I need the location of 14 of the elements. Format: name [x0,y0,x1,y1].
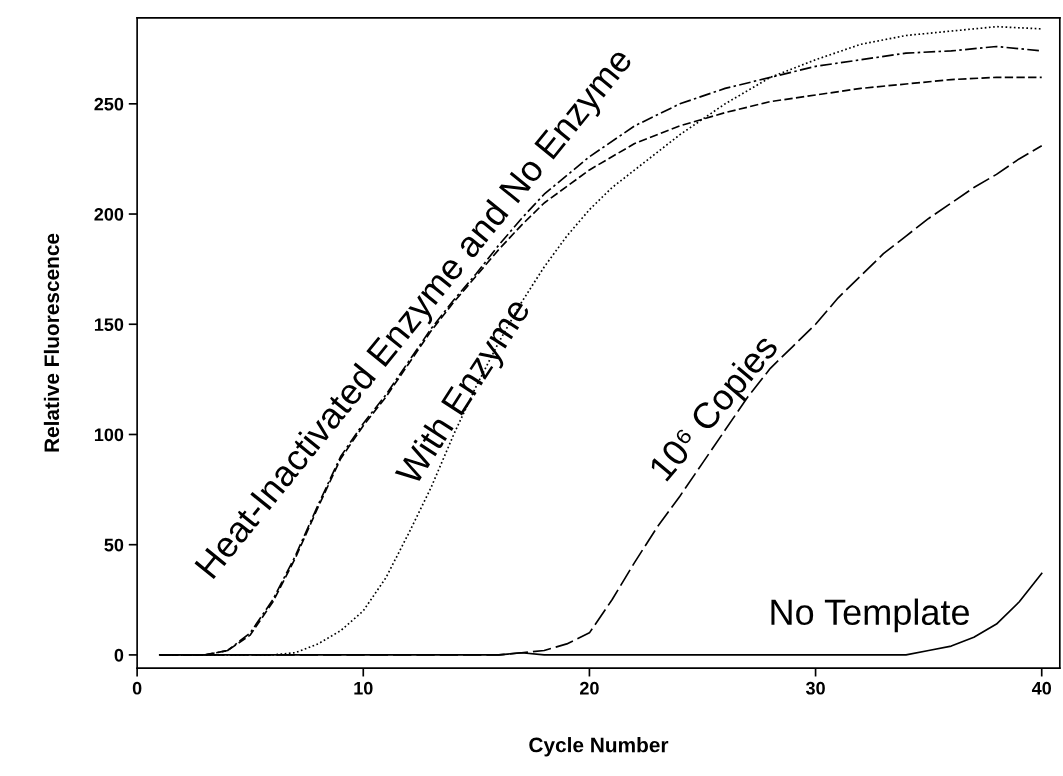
y-tick-label: 150 [94,318,124,331]
x-axis-title: Cycle Number [529,737,669,757]
y-tick-label: 200 [94,207,124,221]
x-tick-label: 0 [132,681,142,695]
y-axis-title: Relative Fluorescence [43,233,60,452]
y-tick-label: 100 [94,428,124,442]
y-tick-label: 250 [94,97,124,111]
x-tick-label: 20 [580,681,599,695]
x-tick-label: 40 [1031,681,1052,695]
annotation: No Template [771,598,969,633]
x-tick-label: 10 [354,681,373,695]
y-tick-label: 0 [114,648,124,662]
x-tick-label: 30 [805,681,825,695]
y-tick-label: 50 [104,538,124,552]
